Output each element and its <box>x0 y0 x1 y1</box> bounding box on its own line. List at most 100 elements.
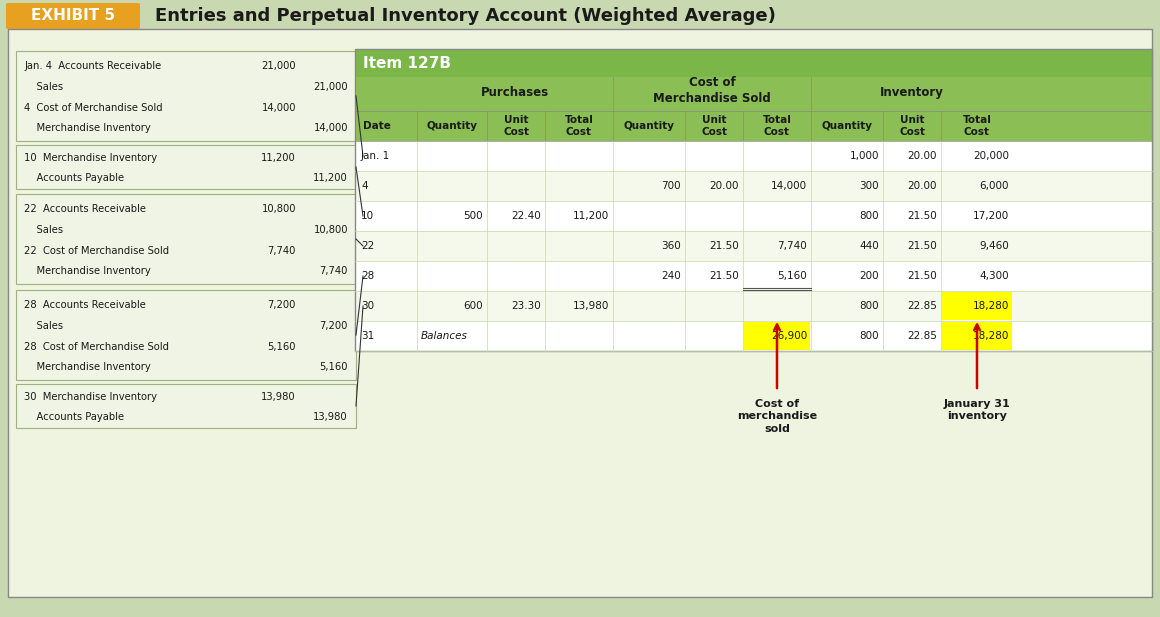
Text: 18,280: 18,280 <box>972 331 1009 341</box>
Text: Entries and Perpetual Inventory Account (Weighted Average): Entries and Perpetual Inventory Account … <box>155 7 776 25</box>
Text: 20.00: 20.00 <box>710 181 739 191</box>
Text: Sales: Sales <box>24 225 63 234</box>
Text: 360: 360 <box>661 241 681 251</box>
Text: Jan. 1: Jan. 1 <box>361 151 390 161</box>
Text: 14,000: 14,000 <box>313 123 348 133</box>
Text: Cost of
Merchandise Sold: Cost of Merchandise Sold <box>653 76 771 105</box>
Bar <box>16 384 356 428</box>
Text: 800: 800 <box>860 211 879 221</box>
Text: Date: Date <box>363 121 391 131</box>
Text: 28  Cost of Merchandise Sold: 28 Cost of Merchandise Sold <box>24 342 169 352</box>
Text: Total
Cost: Total Cost <box>762 115 791 137</box>
Text: 5,160: 5,160 <box>777 271 807 281</box>
Text: 21.50: 21.50 <box>709 271 739 281</box>
Text: 21.50: 21.50 <box>907 271 937 281</box>
Text: 21.50: 21.50 <box>907 211 937 221</box>
Bar <box>355 291 1152 321</box>
Text: Jan. 4  Accounts Receivable: Jan. 4 Accounts Receivable <box>24 60 161 71</box>
Text: January 31
inventory: January 31 inventory <box>943 399 1010 421</box>
Text: Inventory: Inventory <box>880 86 944 99</box>
Text: 7,740: 7,740 <box>268 246 296 255</box>
Text: Item 127B: Item 127B <box>363 56 451 70</box>
FancyBboxPatch shape <box>6 3 140 29</box>
Text: 11,200: 11,200 <box>261 154 296 164</box>
Text: 13,980: 13,980 <box>573 301 609 311</box>
Text: 6,000: 6,000 <box>979 181 1009 191</box>
Text: Cost of
merchandise
sold: Cost of merchandise sold <box>737 399 817 434</box>
Text: 22: 22 <box>361 241 375 251</box>
Text: 500: 500 <box>463 211 483 221</box>
Text: Total
Cost: Total Cost <box>565 115 594 137</box>
Text: Balances: Balances <box>421 331 467 341</box>
Text: Total
Cost: Total Cost <box>963 115 992 137</box>
Text: 20,000: 20,000 <box>973 151 1009 161</box>
Bar <box>355 77 1152 111</box>
Text: 21.50: 21.50 <box>709 241 739 251</box>
Bar <box>16 194 356 284</box>
Text: 1,000: 1,000 <box>849 151 879 161</box>
Text: 20.00: 20.00 <box>907 181 937 191</box>
Text: 5,160: 5,160 <box>319 362 348 373</box>
Text: Sales: Sales <box>24 81 63 91</box>
Text: Purchases: Purchases <box>481 86 549 99</box>
Text: EXHIBIT 5: EXHIBIT 5 <box>31 9 115 23</box>
Text: 18,280: 18,280 <box>972 301 1009 311</box>
Text: 23.30: 23.30 <box>512 301 541 311</box>
Text: 7,200: 7,200 <box>320 321 348 331</box>
Bar <box>942 292 1012 320</box>
Text: 5,160: 5,160 <box>268 342 296 352</box>
Text: 30: 30 <box>361 301 375 311</box>
Text: 22.85: 22.85 <box>907 301 937 311</box>
Text: 700: 700 <box>661 181 681 191</box>
Text: 10: 10 <box>361 211 375 221</box>
Text: 31: 31 <box>361 331 375 341</box>
Text: 30  Merchandise Inventory: 30 Merchandise Inventory <box>24 392 157 402</box>
Text: Accounts Payable: Accounts Payable <box>24 173 124 183</box>
Text: 11,200: 11,200 <box>313 173 348 183</box>
Text: 7,200: 7,200 <box>268 300 296 310</box>
Bar <box>355 321 1152 351</box>
Text: 21,000: 21,000 <box>261 60 296 71</box>
Bar <box>355 141 1152 171</box>
Text: 22  Cost of Merchandise Sold: 22 Cost of Merchandise Sold <box>24 246 169 255</box>
Text: Unit
Cost: Unit Cost <box>899 115 925 137</box>
Text: 22.40: 22.40 <box>512 211 541 221</box>
Text: 21.50: 21.50 <box>907 241 937 251</box>
Text: 4: 4 <box>361 181 368 191</box>
Text: Merchandise Inventory: Merchandise Inventory <box>24 267 151 276</box>
Text: 22  Accounts Receivable: 22 Accounts Receivable <box>24 204 146 213</box>
Bar <box>16 51 356 141</box>
Text: 13,980: 13,980 <box>261 392 296 402</box>
Text: 22.85: 22.85 <box>907 331 937 341</box>
Text: 11,200: 11,200 <box>573 211 609 221</box>
Text: 10,800: 10,800 <box>313 225 348 234</box>
Text: 7,740: 7,740 <box>777 241 807 251</box>
Text: Quantity: Quantity <box>624 121 674 131</box>
Text: 800: 800 <box>860 331 879 341</box>
Text: 26,900: 26,900 <box>770 331 807 341</box>
Bar <box>16 145 356 189</box>
Text: 240: 240 <box>661 271 681 281</box>
Text: Quantity: Quantity <box>427 121 478 131</box>
Text: 600: 600 <box>463 301 483 311</box>
Text: 28: 28 <box>361 271 375 281</box>
Text: Sales: Sales <box>24 321 63 331</box>
Text: 13,980: 13,980 <box>313 412 348 421</box>
Text: Unit
Cost: Unit Cost <box>503 115 529 137</box>
Text: Accounts Payable: Accounts Payable <box>24 412 124 421</box>
Text: Merchandise Inventory: Merchandise Inventory <box>24 362 151 373</box>
Bar <box>355 111 1152 141</box>
Bar <box>744 322 810 350</box>
Bar <box>355 49 1152 77</box>
Text: 200: 200 <box>860 271 879 281</box>
Bar <box>355 261 1152 291</box>
Text: 800: 800 <box>860 301 879 311</box>
Text: 17,200: 17,200 <box>973 211 1009 221</box>
Text: 14,000: 14,000 <box>261 102 296 112</box>
Text: 440: 440 <box>860 241 879 251</box>
Bar <box>16 290 356 380</box>
Bar <box>355 201 1152 231</box>
Text: Quantity: Quantity <box>821 121 872 131</box>
Text: 9,460: 9,460 <box>979 241 1009 251</box>
Text: 4  Cost of Merchandise Sold: 4 Cost of Merchandise Sold <box>24 102 162 112</box>
